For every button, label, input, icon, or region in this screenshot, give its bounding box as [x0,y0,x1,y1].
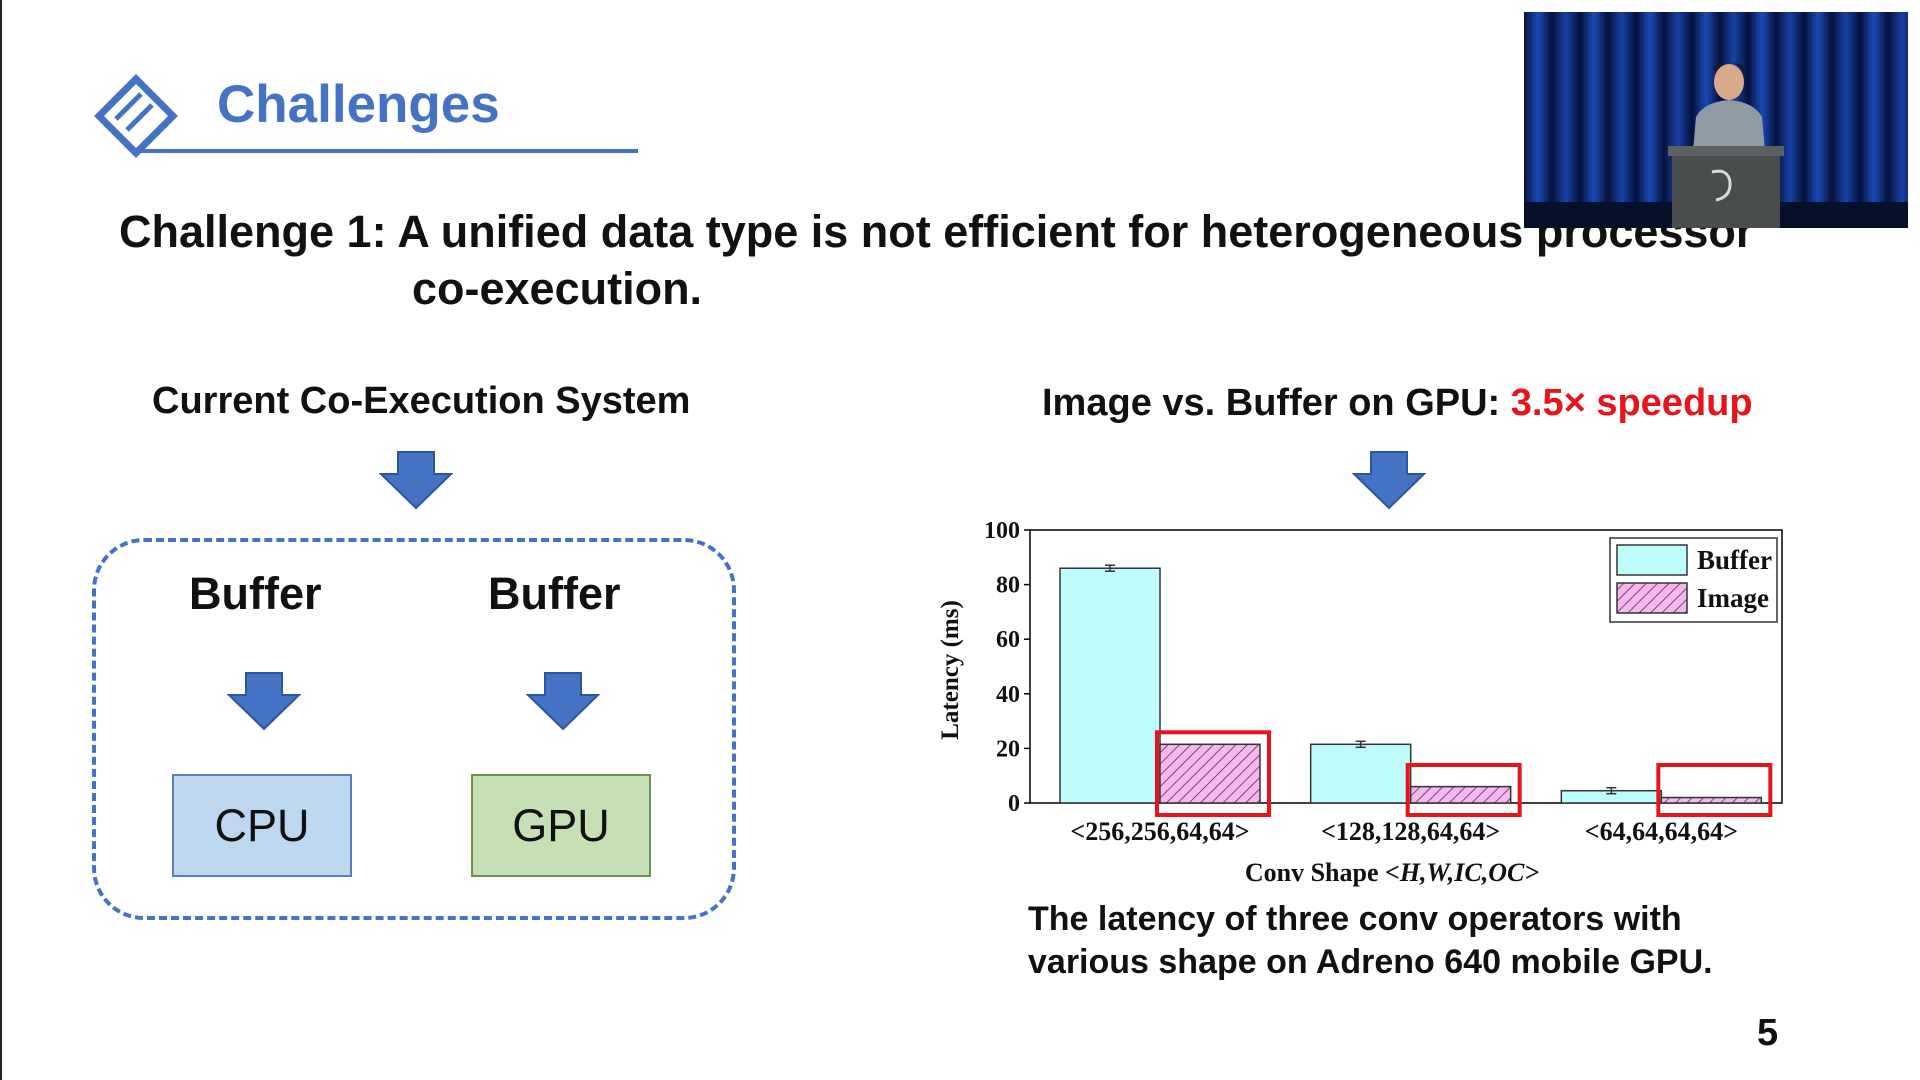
x-tick-label: <128,128,64,64> [1321,817,1500,846]
y-tick-label: 40 [996,682,1020,708]
down-arrow-icon [525,672,601,731]
image-vs-buffer-heading: Image vs. Buffer on GPU: 3.5× speedup [1042,382,1753,425]
title-underline [134,149,638,153]
slide-title: Challenges [217,75,500,134]
x-axis-label: Conv Shape <H,W,IC,OC> [1245,858,1539,887]
y-tick-label: 20 [996,736,1020,762]
y-tick-label: 0 [1008,791,1020,817]
chart-caption: The latency of three conv operators with… [1028,898,1713,984]
diamond-logo-icon [94,74,178,158]
x-tick-label: <256,256,64,64> [1070,817,1249,846]
cpu-label: CPU [214,799,310,851]
legend-swatch-image [1616,582,1688,614]
highlight-box [1155,730,1271,817]
co-execution-heading: Current Co-Execution System [152,380,691,422]
x-tick-label: <64,64,64,64> [1585,817,1738,846]
caption-line-2: various shape on Adreno 640 mobile GPU. [1028,943,1713,981]
bar-buffer [1059,567,1161,804]
caption-line-1: The latency of three conv operators with [1028,900,1682,938]
cpu-buffer-label: Buffer [189,568,322,619]
heading-prefix: Image vs. Buffer on GPU: [1042,382,1511,424]
latency-bar-chart: 0 20 40 60 80 100 Latency (ms) <256,256,64,64> <… [937,518,1783,887]
gpu-box: GPU [471,774,651,877]
speedup-highlight: 3.5× speedup [1510,382,1753,424]
speaker-video-thumbnail [1524,12,1908,228]
gpu-buffer-label: Buffer [488,568,621,619]
cpu-box: CPU [172,774,352,877]
bar-image [1660,796,1763,804]
down-arrow-icon [226,672,302,731]
highlight-box [1405,763,1522,817]
bar-buffer [1309,743,1412,804]
down-arrow-icon [378,451,454,510]
y-tick-label: 60 [996,627,1020,653]
gpu-label: GPU [512,799,610,851]
down-arrow-icon [1351,451,1427,510]
bar-image [1409,785,1512,804]
co-execution-system-box [92,538,736,920]
highlight-box [1656,763,1773,817]
page-number: 5 [1757,1012,1779,1054]
y-tick-label: 100 [984,518,1020,544]
challenge-statement: Challenge 1: A unified data type is not … [119,203,1889,317]
challenge-line-2: co-execution. [412,263,703,314]
bar-image [1159,743,1261,804]
legend-label-buffer: Buffer [1697,545,1772,575]
y-axis-label: Latency (ms) [937,600,964,740]
legend-swatch-buffer [1616,544,1688,576]
y-tick-label: 80 [996,573,1020,599]
challenge-line-1: Challenge 1: A unified data type is not … [119,206,1754,257]
legend-label-image: Image [1697,583,1769,613]
